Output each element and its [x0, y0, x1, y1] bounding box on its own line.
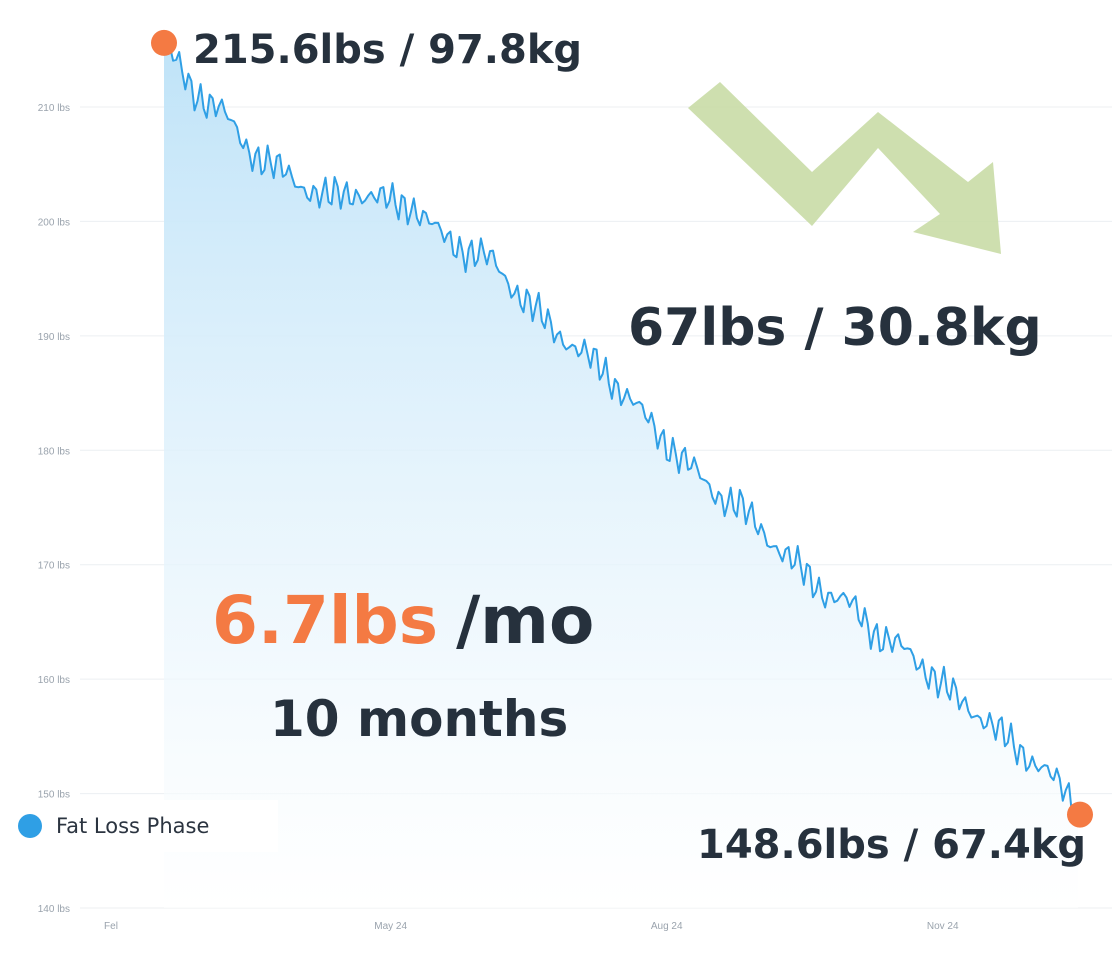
y-axis-ticks: 210 lbs 200 lbs 190 lbs 180 lbs 170 lbs 160 l…: [38, 103, 70, 915]
legend-label: Fat Loss Phase: [56, 814, 210, 838]
start-weight-label: 215.6lbs / 97.8kg: [193, 27, 582, 73]
x-tick-label: Aug 24: [651, 921, 683, 932]
legend: Fat Loss Phase: [0, 800, 278, 852]
y-tick-label: 200 lbs: [38, 217, 70, 228]
y-tick-label: 160 lbs: [38, 675, 70, 686]
rate-value: 6.7lbs: [212, 582, 438, 659]
start-point-marker: [151, 29, 177, 56]
series-area-fat-loss-phase: [164, 42, 1078, 909]
y-tick-label: 150 lbs: [38, 790, 70, 801]
total-loss-label: 67lbs / 30.8kg: [628, 298, 1042, 358]
y-tick-label: 210 lbs: [38, 103, 70, 114]
rate-unit: /mo: [456, 582, 594, 659]
legend-swatch-dot: [18, 814, 42, 838]
x-axis-ticks: Fel May 24 Aug 24 Nov 24: [104, 921, 959, 932]
x-tick-label: Nov 24: [927, 921, 959, 932]
end-point-marker: [1067, 801, 1093, 828]
duration-label: 10 months: [270, 690, 568, 748]
x-tick-label: Fel: [104, 921, 118, 932]
y-tick-label: 140 lbs: [38, 904, 70, 915]
y-tick-label: 180 lbs: [38, 446, 70, 457]
x-tick-label: May 24: [374, 921, 407, 932]
decline-arrow-icon: [688, 82, 1001, 254]
y-tick-label: 170 lbs: [38, 561, 70, 572]
series-line-fat-loss-phase: [163, 41, 1079, 822]
rate-text: 6.7lbs/mo: [212, 582, 594, 659]
end-weight-label: 148.6lbs / 67.4kg: [697, 822, 1086, 868]
y-tick-label: 190 lbs: [38, 332, 70, 343]
